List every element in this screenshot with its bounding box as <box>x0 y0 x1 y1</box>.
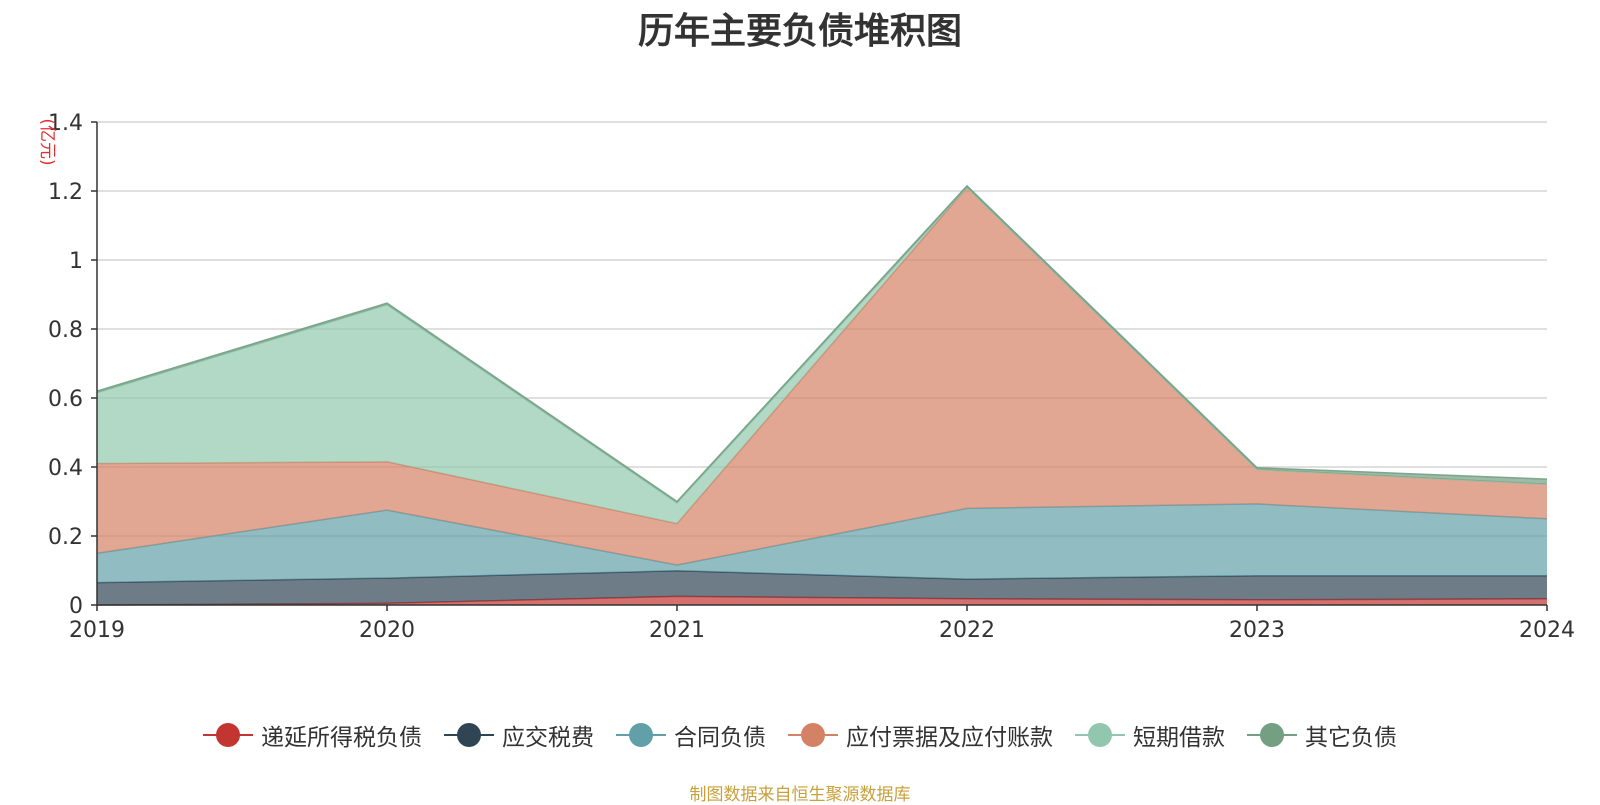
y-tick-label: 0.6 <box>48 387 83 412</box>
area-series-fill <box>97 596 1547 605</box>
legend-label: 其它负债 <box>1305 725 1397 751</box>
source-note: 制图数据来自恒生聚源数据库 <box>689 785 911 805</box>
x-tick-label: 2021 <box>649 618 705 643</box>
y-tick-label: 1.4 <box>48 111 83 136</box>
legend-marker-icon <box>444 723 494 747</box>
legend-marker-icon <box>203 723 253 747</box>
y-tick-label: 1 <box>69 249 83 274</box>
legend-item[interactable]: 应付票据及应付账款 <box>788 718 1053 752</box>
legend-item[interactable]: 短期借款 <box>1075 718 1225 752</box>
area-series-fill <box>97 503 1547 583</box>
area-series-line <box>96 184 1548 503</box>
legend-marker-icon <box>788 723 838 747</box>
x-tick-label: 2022 <box>939 618 995 643</box>
legend-label: 短期借款 <box>1133 725 1225 751</box>
y-tick-label: 0 <box>69 594 83 619</box>
x-tick-label: 2019 <box>69 618 125 643</box>
chart-title: 历年主要负债堆积图 <box>637 11 962 52</box>
x-tick-label: 2020 <box>359 618 415 643</box>
legend-item[interactable]: 递延所得税负债 <box>203 718 422 752</box>
y-axis-unit-label: (亿元) <box>37 118 57 165</box>
x-tick-label: 2023 <box>1229 618 1285 643</box>
axes: 0 0.2 0.4 0.6 0.8 1 1.2 1.4 2019 2020 2021 2022 2023… <box>48 111 1575 643</box>
legend-label: 应付票据及应付账款 <box>846 725 1053 751</box>
area-series-fill <box>97 187 1547 524</box>
y-tick-label: 0.2 <box>48 525 83 550</box>
y-tick-label: 0.8 <box>48 318 83 343</box>
legend-item[interactable]: 其它负债 <box>1247 718 1397 752</box>
x-tick-label: 2024 <box>1519 618 1575 643</box>
area-series <box>96 184 1548 606</box>
legend-marker-icon <box>1075 723 1125 747</box>
legend-item[interactable]: 应交税费 <box>444 718 594 752</box>
legend: 递延所得税负债 应交税费 合同负债 应付票据及应付账款 短期借款 其它负债 <box>0 718 1600 752</box>
legend-marker-icon <box>1247 723 1297 747</box>
area-series-fill <box>97 570 1547 605</box>
legend-label: 递延所得税负债 <box>261 725 422 751</box>
area-series-line <box>96 186 1548 504</box>
y-tick-label: 1.2 <box>48 180 83 205</box>
legend-label: 合同负债 <box>674 725 766 751</box>
legend-marker-icon <box>616 723 666 747</box>
legend-label: 应交税费 <box>502 725 594 751</box>
area-series-fill <box>97 187 1547 565</box>
legend-item[interactable]: 合同负债 <box>616 718 766 752</box>
y-tick-label: 0.4 <box>48 456 83 481</box>
